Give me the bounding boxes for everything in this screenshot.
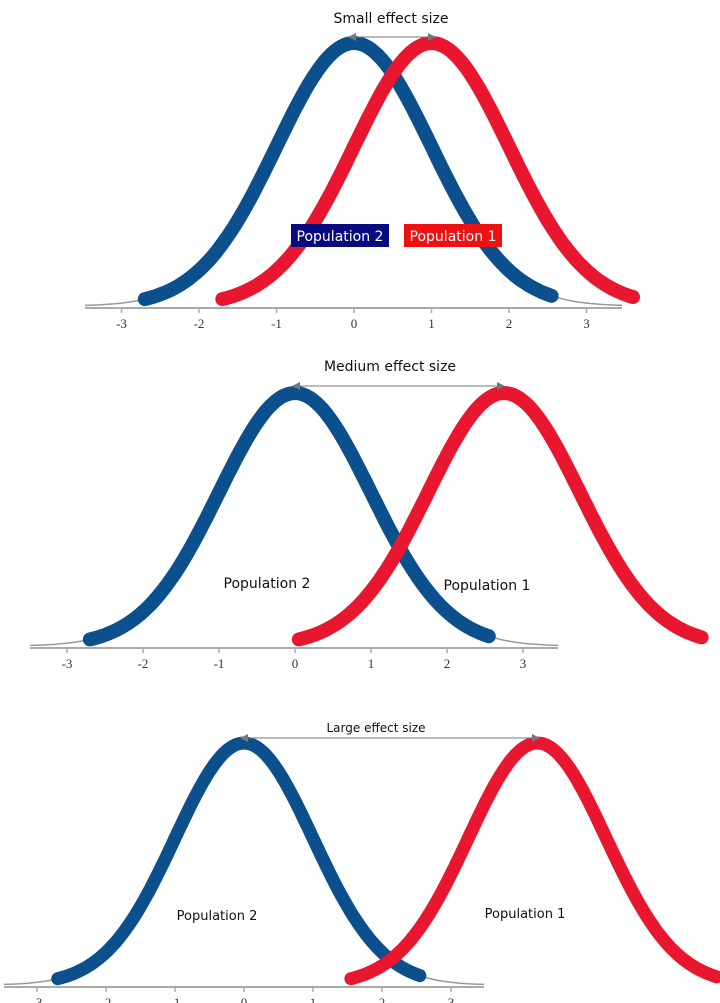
population-1-curve xyxy=(215,36,640,307)
x-tick-label: 2 xyxy=(444,656,451,671)
panel-small-effect: -3 -2 -1 0 1 2 3 Population 2 Population 1 Small … xyxy=(84,11,640,331)
panel-large-effect: -3 -2 -1 0 1 2 3 Population 2 Population 1 Large … xyxy=(3,721,720,1003)
panel-medium-effect: -3 -2 -1 0 1 2 3 Population 2 Population 1 Medium… xyxy=(29,359,709,671)
x-tick-label: 0 xyxy=(351,316,358,331)
population-2-label: Population 2 xyxy=(224,576,311,592)
reference-curve xyxy=(29,392,559,647)
x-tick-label: 1 xyxy=(368,656,375,671)
population-2-label: Population 2 xyxy=(177,909,258,924)
population-2-curve xyxy=(51,736,427,986)
label-box xyxy=(291,224,389,247)
x-tick-label: -1 xyxy=(271,316,282,331)
x-tick-label: -2 xyxy=(138,656,149,671)
population-1-label: Population 1 xyxy=(444,578,531,594)
x-tick-label: 3 xyxy=(520,656,527,671)
x-tick-label: -3 xyxy=(62,656,73,671)
x-tick-label: 1 xyxy=(428,316,435,331)
x-tick-label: 3 xyxy=(448,995,455,1003)
x-tick-label: -2 xyxy=(194,316,205,331)
x-tick-label: 0 xyxy=(241,995,248,1003)
panel-title: Large effect size xyxy=(327,721,426,735)
panel-title: Small effect size xyxy=(334,11,449,27)
population-2-label: Population 2 xyxy=(297,229,384,245)
population-2-curve xyxy=(82,386,496,647)
label-box xyxy=(404,224,502,247)
x-tick-label: 1 xyxy=(310,995,317,1003)
population-1-label: Population 1 xyxy=(485,907,566,922)
panel-title: Medium effect size xyxy=(324,359,456,375)
population-1-curve xyxy=(291,386,709,647)
x-tick-label: -1 xyxy=(214,656,225,671)
x-tick-label: 0 xyxy=(292,656,299,671)
x-tick-label: 2 xyxy=(379,995,386,1003)
reference-curve xyxy=(84,42,623,307)
x-tick-label: -2 xyxy=(101,995,112,1003)
population-1-label: Population 1 xyxy=(410,229,497,245)
population-1-curve xyxy=(344,736,720,986)
x-tick-label: -3 xyxy=(116,316,127,331)
x-tick-label: 3 xyxy=(583,316,590,331)
x-tick-label: -3 xyxy=(32,995,43,1003)
x-tick-label: 2 xyxy=(506,316,513,331)
x-tick-label: -1 xyxy=(170,995,181,1003)
